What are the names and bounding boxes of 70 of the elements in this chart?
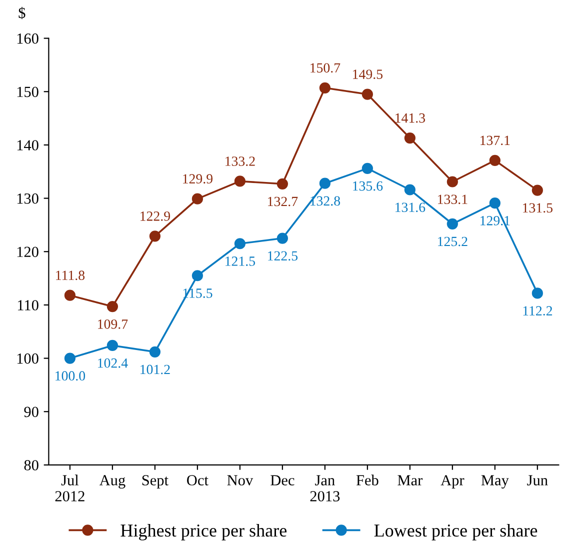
point [192, 270, 203, 282]
point [532, 288, 543, 299]
x-tick-label: Feb [356, 474, 378, 486]
data-label: 131.6 [396, 202, 426, 212]
legend-label: Highest price per share [120, 524, 287, 540]
data-label: 101.2 [140, 364, 170, 374]
point [149, 346, 161, 358]
point [319, 178, 330, 189]
y-tick-label: 80 [24, 460, 38, 470]
data-label: 133.2 [226, 156, 255, 166]
data-label: 100.0 [56, 371, 86, 381]
point [64, 352, 76, 364]
point [446, 218, 458, 230]
data-label: 132.8 [310, 196, 340, 206]
x-tick-label: Aug [99, 475, 126, 489]
point [319, 82, 330, 94]
y-tick-label: 160 [17, 33, 38, 44]
data-label: 122.5 [268, 251, 298, 261]
point [489, 198, 500, 209]
point [234, 238, 246, 250]
x-tick-label: Jan 2013 [310, 475, 340, 502]
data-label: 131.5 [523, 203, 553, 213]
point [106, 300, 118, 312]
point [149, 230, 161, 242]
y-tick-label: 120 [17, 246, 38, 258]
data-label: 111.8 [56, 270, 85, 280]
x-tick-label: Sept [142, 475, 168, 489]
x-tick-label: Jul 2012 [55, 474, 84, 502]
x-tick-label: Jun [527, 475, 548, 486]
point [276, 232, 288, 244]
point [234, 176, 246, 187]
legend-label: Lowest price per share [374, 524, 538, 540]
x-tick-label: Apr [440, 475, 464, 489]
point [362, 88, 373, 100]
data-label: 135.6 [353, 181, 383, 191]
point [192, 193, 203, 204]
y-tick-label: 130 [17, 193, 38, 204]
point [64, 290, 76, 301]
point [404, 132, 416, 144]
data-label: 112.2 [523, 306, 552, 316]
y-tick-label: 150 [17, 86, 38, 98]
data-label: 137.1 [480, 136, 510, 146]
point [106, 340, 118, 352]
data-label: 122.9 [140, 212, 170, 221]
data-label: 133.1 [438, 194, 468, 204]
point [446, 176, 458, 188]
y-tick-label: 90 [24, 406, 38, 418]
data-label: 125.2 [438, 236, 468, 246]
x-tick-label: Dec [270, 475, 294, 486]
point [489, 154, 500, 166]
y-tick-label: 110 [18, 300, 38, 310]
y-tick-label: 100 [17, 353, 38, 364]
point [276, 178, 288, 190]
x-tick-label: Nov [227, 475, 254, 486]
point [404, 184, 416, 196]
y-tick-label: 140 [17, 140, 38, 150]
x-tick-label: Mar [398, 475, 423, 486]
x-tick-label: May [481, 475, 509, 489]
point [532, 184, 543, 196]
data-label: 132.7 [268, 196, 298, 206]
data-label: 102.4 [98, 358, 128, 368]
data-label: 109.7 [98, 319, 128, 329]
data-label: 149.5 [353, 70, 383, 80]
y-axis-title: $ [18, 6, 26, 20]
data-label: 141.3 [396, 113, 426, 123]
data-label: 150.7 [310, 63, 340, 73]
data-label: 121.5 [226, 256, 256, 266]
point [362, 162, 373, 174]
x-tick-label: Oct [187, 475, 208, 486]
data-label: 129.9 [183, 174, 213, 184]
